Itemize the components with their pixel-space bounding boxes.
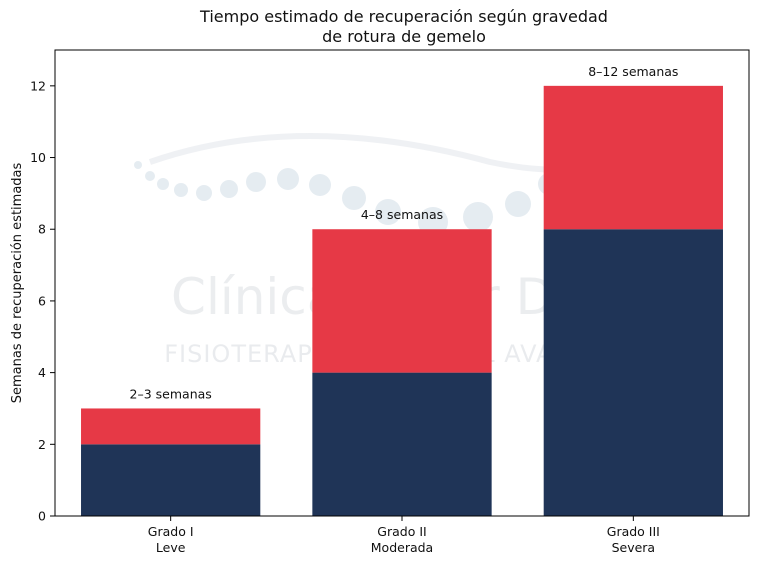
y-tick-label: 2 (38, 437, 46, 452)
y-axis-label: Semanas de recuperación estimadas (10, 162, 25, 403)
watermark-dot (134, 161, 142, 169)
bar-segment-base (81, 444, 261, 516)
bar-annotation: 2–3 semanas (130, 386, 212, 401)
x-tick-label-line2: Leve (156, 540, 186, 555)
x-tick-label-line1: Grado III (607, 524, 660, 539)
y-tick-label: 8 (38, 222, 46, 237)
watermark-dot (145, 171, 155, 181)
x-tick-label-line1: Grado II (377, 524, 426, 539)
bar-segment-base (312, 372, 492, 516)
watermark-dot (174, 183, 188, 197)
watermark-dot (246, 172, 266, 192)
y-tick-label: 10 (30, 150, 46, 165)
bars: 2–3 semanas 4–8 semanas 8–12 semanas (81, 64, 723, 516)
y-tick-label: 12 (30, 78, 46, 93)
chart-title-line-2: de rotura de gemelo (322, 27, 486, 46)
watermark-dot (196, 185, 212, 201)
y-tick-label: 4 (38, 365, 46, 380)
bar-annotation: 8–12 semanas (588, 64, 678, 79)
y-axis: 0 2 4 6 8 10 12 (30, 78, 55, 524)
watermark-dot (157, 178, 169, 190)
chart-title-line-1: Tiempo estimado de recuperación según gr… (199, 7, 608, 26)
watermark-dot (375, 199, 401, 225)
watermark-dot (342, 186, 366, 210)
bar-segment-upper (543, 85, 723, 230)
watermark-dot (505, 191, 531, 217)
x-tick-label-line2: Severa (612, 540, 656, 555)
bar-segment-upper (312, 229, 492, 373)
y-tick-label: 0 (38, 509, 46, 524)
x-tick-label-line2: Moderada (371, 540, 433, 555)
watermark-dot (220, 180, 238, 198)
watermark-dot (309, 174, 331, 196)
bar-annotation: 4–8 semanas (361, 207, 443, 222)
bar-segment-upper (81, 408, 261, 445)
y-tick-label: 6 (38, 293, 46, 308)
x-tick-label-line1: Grado I (148, 524, 194, 539)
watermark-dot (463, 202, 493, 232)
watermark-dot (277, 168, 299, 190)
bar-segment-base (543, 229, 723, 516)
